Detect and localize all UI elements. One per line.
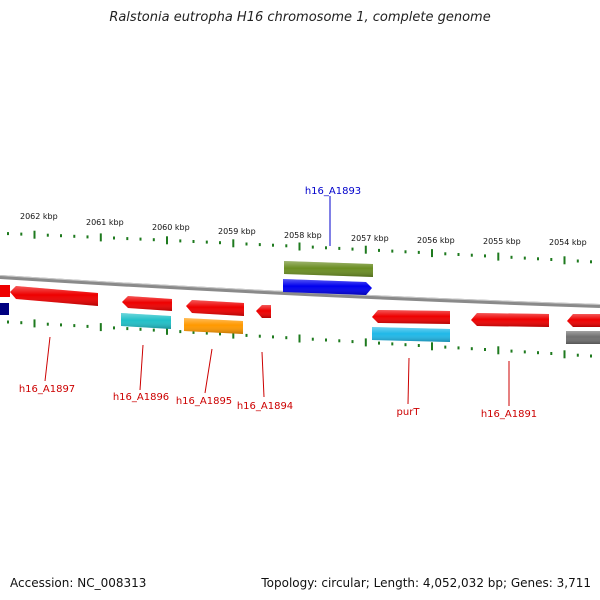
gene-features — [0, 261, 600, 344]
map-title: Ralstonia eutropha H16 chromosome 1, com… — [109, 10, 491, 25]
ruler-label-2058: 2058 kbp — [284, 231, 322, 240]
ruler-label-2055: 2055 kbp — [483, 237, 521, 246]
label-h16_A1891[interactable]: h16_A1891 — [481, 409, 537, 420]
ruler-label-2054: 2054 kbp — [549, 238, 587, 247]
ruler-label-2061: 2061 kbp — [86, 218, 124, 227]
leader-h16_A1895 — [204, 348, 213, 394]
leader-h16_A1894 — [261, 351, 265, 398]
ruler-label-2056: 2056 kbp — [417, 236, 455, 245]
topology-text: Topology: circular; Length: 4,052,032 bp… — [261, 576, 591, 590]
label-h16_A1895[interactable]: h16_A1895 — [176, 396, 232, 407]
ruler-label-2062: 2062 kbp — [20, 212, 58, 221]
genome-backbone — [0, 275, 600, 308]
ruler-label-2059: 2059 kbp — [218, 227, 256, 236]
leader-h16_A1896 — [139, 344, 144, 391]
gene-navy[interactable] — [0, 303, 9, 315]
leader-purT — [407, 357, 410, 405]
gene-red-1[interactable] — [0, 285, 10, 297]
lower-ruler — [7, 319, 592, 359]
feature-shading — [10, 261, 600, 344]
label-h16_A1897[interactable]: h16_A1897 — [19, 384, 75, 395]
label-h16_A1896[interactable]: h16_A1896 — [113, 392, 169, 403]
ruler-label-2060: 2060 kbp — [152, 223, 190, 232]
label-h16_A1894[interactable]: h16_A1894 — [237, 401, 293, 412]
label-h16_A1893[interactable]: h16_A1893 — [305, 186, 361, 197]
upper-ruler — [7, 230, 592, 265]
ruler-labels: 2062 kbp 2061 kbp 2060 kbp 2059 kbp 2058… — [20, 212, 587, 247]
ruler-label-2057: 2057 kbp — [351, 234, 389, 243]
leader-h16_A1897 — [44, 336, 51, 382]
gene-labels: h16_A1893 h16_A1897 h16_A1896 h16_A1895 … — [19, 186, 537, 420]
label-leaders — [44, 196, 510, 406]
accession-text: Accession: NC_008313 — [10, 576, 147, 590]
label-purT[interactable]: purT — [397, 407, 421, 418]
